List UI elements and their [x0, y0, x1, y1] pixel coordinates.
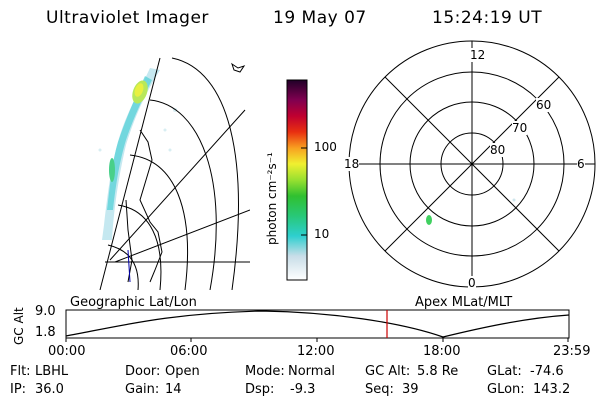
mode-value: Normal: [288, 364, 336, 379]
gain-value: 14: [165, 382, 182, 397]
time-tick-0000: 00:00: [48, 344, 86, 359]
glon-value: 143.2: [533, 382, 571, 397]
colorbar-tick-100: 100: [314, 140, 337, 154]
colorbar: [286, 79, 308, 281]
dsp-value: -9.3: [290, 382, 316, 397]
mlt-label-12: 12: [470, 48, 486, 62]
door-label: Door:: [125, 364, 161, 379]
colorbar-tick-10: 10: [314, 227, 330, 241]
door-value: Open: [165, 364, 200, 379]
gc-alt-value: 5.8 Re: [417, 364, 459, 379]
filter-value: LBHL: [35, 364, 69, 379]
colorbar-units-label: photon cm⁻²s⁻¹: [265, 152, 279, 245]
instrument-title: Ultraviolet Imager: [46, 8, 209, 28]
alt-tick-low: 1.8: [35, 325, 56, 340]
polar-emission: [426, 215, 432, 225]
apex-caption: Apex MLat/MLT: [415, 295, 513, 310]
time-label: 15:24:19 UT: [432, 8, 543, 28]
time-tick-1200: 12:00: [297, 344, 335, 359]
ip-value: 36.0: [35, 382, 64, 397]
lat-label-80: 80: [490, 143, 506, 157]
altitude-panel: [65, 309, 570, 342]
gain-label: Gain:: [125, 382, 160, 397]
glat-label: GLat:: [487, 364, 522, 379]
gc-alt-label: GC Alt:: [365, 364, 411, 379]
alt-tick-high: 9.0: [35, 304, 56, 319]
lat-label-60: 60: [536, 98, 552, 112]
ip-label: IP:: [10, 382, 27, 397]
lat-label-70: 70: [512, 121, 528, 135]
time-tick-2359: 23:59: [553, 344, 591, 359]
polar-plot: [348, 40, 596, 288]
filter-label: Flt:: [10, 364, 31, 379]
geographic-map: [98, 57, 250, 290]
time-tick-0600: 06:00: [170, 344, 208, 359]
mlt-label-6: 6: [577, 157, 585, 171]
mlt-label-0: 0: [468, 276, 476, 290]
aurora-emission: [98, 68, 177, 240]
alt-axis-label: GC Alt: [12, 307, 26, 345]
glat-value: -74.6: [530, 364, 564, 379]
mlt-label-18: 18: [344, 157, 360, 171]
seq-value: 39: [402, 382, 419, 397]
glon-label: GLon:: [487, 382, 525, 397]
geographic-caption: Geographic Lat/Lon: [70, 295, 197, 310]
mode-label: Mode:: [245, 364, 285, 379]
time-tick-1800: 18:00: [423, 344, 461, 359]
dsp-label: Dsp:: [245, 382, 275, 397]
seq-label: Seq:: [365, 382, 394, 397]
date-label: 19 May 07: [273, 8, 367, 28]
